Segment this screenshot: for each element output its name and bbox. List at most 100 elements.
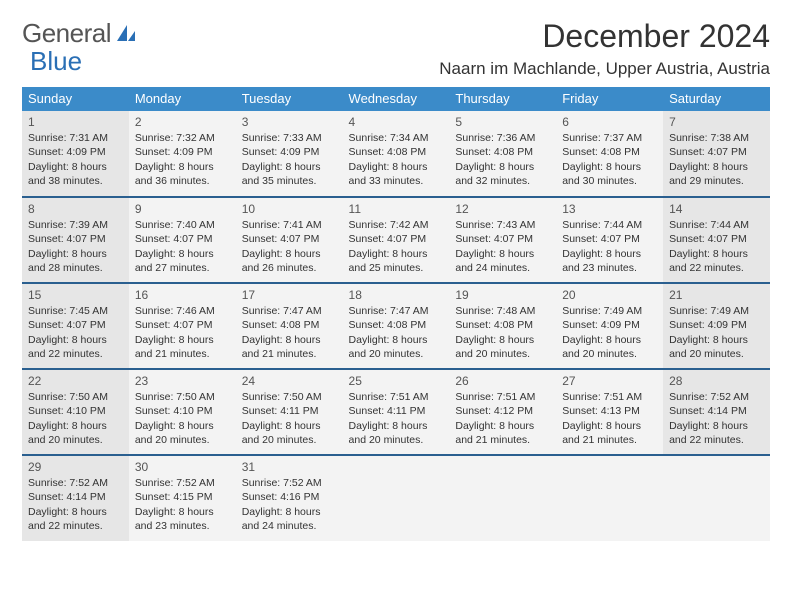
daylight-text: Daylight: 8 hours [135, 419, 230, 433]
week-row: 1Sunrise: 7:31 AMSunset: 4:09 PMDaylight… [22, 111, 770, 197]
day-number: 28 [669, 373, 764, 389]
dayname-mon: Monday [129, 87, 236, 111]
daylight-text: Daylight: 8 hours [562, 419, 657, 433]
sunset-text: Sunset: 4:07 PM [669, 232, 764, 246]
daylight-text: Daylight: 8 hours [562, 333, 657, 347]
day-number: 6 [562, 114, 657, 130]
sunset-text: Sunset: 4:07 PM [242, 232, 337, 246]
day-cell: 13Sunrise: 7:44 AMSunset: 4:07 PMDayligh… [556, 197, 663, 283]
day-cell: 7Sunrise: 7:38 AMSunset: 4:07 PMDaylight… [663, 111, 770, 197]
logo-sail-icon [115, 23, 137, 45]
day-cell [556, 455, 663, 541]
day-number: 22 [28, 373, 123, 389]
logo: General [22, 18, 137, 49]
daylight-text: and 21 minutes. [242, 347, 337, 361]
dayname-wed: Wednesday [343, 87, 450, 111]
daylight-text: and 20 minutes. [455, 347, 550, 361]
sunrise-text: Sunrise: 7:43 AM [455, 218, 550, 232]
sunset-text: Sunset: 4:07 PM [28, 232, 123, 246]
day-number: 14 [669, 201, 764, 217]
header: General December 2024 Naarn im Machlande… [22, 18, 770, 79]
daylight-text: and 36 minutes. [135, 174, 230, 188]
day-cell: 16Sunrise: 7:46 AMSunset: 4:07 PMDayligh… [129, 283, 236, 369]
day-number: 23 [135, 373, 230, 389]
sunset-text: Sunset: 4:10 PM [135, 404, 230, 418]
sunrise-text: Sunrise: 7:40 AM [135, 218, 230, 232]
daylight-text: and 21 minutes. [135, 347, 230, 361]
day-number: 11 [349, 201, 444, 217]
calendar-table: Sunday Monday Tuesday Wednesday Thursday… [22, 87, 770, 541]
sunrise-text: Sunrise: 7:49 AM [669, 304, 764, 318]
sunrise-text: Sunrise: 7:52 AM [669, 390, 764, 404]
daylight-text: and 27 minutes. [135, 261, 230, 275]
sunset-text: Sunset: 4:08 PM [349, 145, 444, 159]
sunset-text: Sunset: 4:07 PM [562, 232, 657, 246]
day-cell [343, 455, 450, 541]
dayname-fri: Friday [556, 87, 663, 111]
daylight-text: Daylight: 8 hours [669, 333, 764, 347]
location: Naarn im Machlande, Upper Austria, Austr… [439, 59, 770, 79]
daylight-text: Daylight: 8 hours [28, 247, 123, 261]
day-cell [663, 455, 770, 541]
day-number: 2 [135, 114, 230, 130]
logo-word1: General [22, 18, 111, 49]
sunrise-text: Sunrise: 7:39 AM [28, 218, 123, 232]
sunset-text: Sunset: 4:11 PM [349, 404, 444, 418]
sunrise-text: Sunrise: 7:38 AM [669, 131, 764, 145]
daylight-text: and 23 minutes. [562, 261, 657, 275]
day-number: 25 [349, 373, 444, 389]
sunset-text: Sunset: 4:16 PM [242, 490, 337, 504]
daylight-text: Daylight: 8 hours [669, 247, 764, 261]
day-cell: 10Sunrise: 7:41 AMSunset: 4:07 PMDayligh… [236, 197, 343, 283]
daylight-text: and 20 minutes. [242, 433, 337, 447]
sunset-text: Sunset: 4:07 PM [669, 145, 764, 159]
day-number: 9 [135, 201, 230, 217]
daylight-text: Daylight: 8 hours [135, 247, 230, 261]
week-row: 22Sunrise: 7:50 AMSunset: 4:10 PMDayligh… [22, 369, 770, 455]
sunrise-text: Sunrise: 7:41 AM [242, 218, 337, 232]
day-cell: 25Sunrise: 7:51 AMSunset: 4:11 PMDayligh… [343, 369, 450, 455]
daylight-text: and 22 minutes. [669, 433, 764, 447]
day-cell: 26Sunrise: 7:51 AMSunset: 4:12 PMDayligh… [449, 369, 556, 455]
day-number: 3 [242, 114, 337, 130]
sunrise-text: Sunrise: 7:44 AM [562, 218, 657, 232]
day-number: 16 [135, 287, 230, 303]
daylight-text: Daylight: 8 hours [135, 333, 230, 347]
sunrise-text: Sunrise: 7:50 AM [28, 390, 123, 404]
daylight-text: Daylight: 8 hours [669, 419, 764, 433]
sunrise-text: Sunrise: 7:51 AM [455, 390, 550, 404]
sunset-text: Sunset: 4:08 PM [349, 318, 444, 332]
daylight-text: Daylight: 8 hours [455, 333, 550, 347]
daylight-text: Daylight: 8 hours [669, 160, 764, 174]
daylight-text: Daylight: 8 hours [455, 419, 550, 433]
daylight-text: and 20 minutes. [562, 347, 657, 361]
sunrise-text: Sunrise: 7:50 AM [242, 390, 337, 404]
sunset-text: Sunset: 4:14 PM [28, 490, 123, 504]
sunrise-text: Sunrise: 7:32 AM [135, 131, 230, 145]
sunset-text: Sunset: 4:07 PM [135, 232, 230, 246]
daylight-text: Daylight: 8 hours [242, 247, 337, 261]
week-row: 8Sunrise: 7:39 AMSunset: 4:07 PMDaylight… [22, 197, 770, 283]
day-number: 20 [562, 287, 657, 303]
day-cell: 17Sunrise: 7:47 AMSunset: 4:08 PMDayligh… [236, 283, 343, 369]
sunrise-text: Sunrise: 7:52 AM [135, 476, 230, 490]
sunrise-text: Sunrise: 7:47 AM [349, 304, 444, 318]
daylight-text: and 33 minutes. [349, 174, 444, 188]
day-cell: 2Sunrise: 7:32 AMSunset: 4:09 PMDaylight… [129, 111, 236, 197]
week-row: 29Sunrise: 7:52 AMSunset: 4:14 PMDayligh… [22, 455, 770, 541]
logo-word2: Blue [30, 46, 82, 77]
day-number: 13 [562, 201, 657, 217]
sunrise-text: Sunrise: 7:45 AM [28, 304, 123, 318]
daylight-text: and 20 minutes. [349, 347, 444, 361]
sunrise-text: Sunrise: 7:51 AM [349, 390, 444, 404]
daylight-text: and 35 minutes. [242, 174, 337, 188]
day-cell: 11Sunrise: 7:42 AMSunset: 4:07 PMDayligh… [343, 197, 450, 283]
day-cell: 4Sunrise: 7:34 AMSunset: 4:08 PMDaylight… [343, 111, 450, 197]
day-cell: 27Sunrise: 7:51 AMSunset: 4:13 PMDayligh… [556, 369, 663, 455]
sunset-text: Sunset: 4:11 PM [242, 404, 337, 418]
sunrise-text: Sunrise: 7:46 AM [135, 304, 230, 318]
day-cell: 12Sunrise: 7:43 AMSunset: 4:07 PMDayligh… [449, 197, 556, 283]
day-cell: 1Sunrise: 7:31 AMSunset: 4:09 PMDaylight… [22, 111, 129, 197]
sunset-text: Sunset: 4:08 PM [562, 145, 657, 159]
daylight-text: Daylight: 8 hours [349, 160, 444, 174]
